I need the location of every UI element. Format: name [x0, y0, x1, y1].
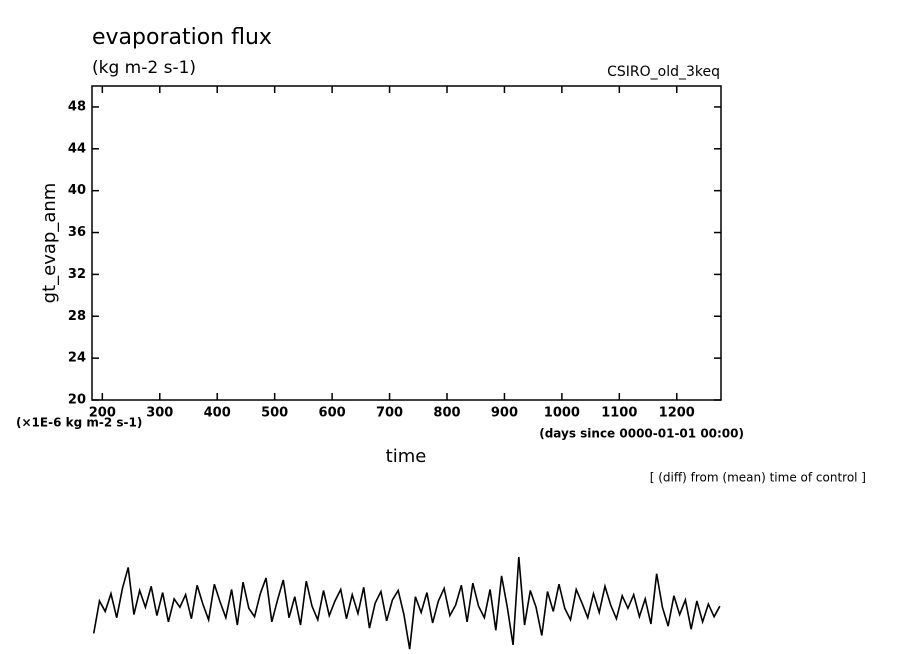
- chart-title: evaporation flux: [92, 25, 272, 50]
- y-tick-label: 44: [68, 141, 86, 156]
- y-unit-note: (×1E-6 kg m-2 s-1): [16, 416, 142, 430]
- x-tick-label: 400: [204, 406, 231, 421]
- data-line: [92, 556, 721, 650]
- experiment-label: CSIRO_old_3keq: [607, 64, 720, 80]
- x-axis-label: time: [386, 446, 427, 467]
- x-tick-label: 1000: [544, 406, 580, 421]
- y-tick-label: 32: [68, 267, 86, 282]
- y-tick-label: 36: [68, 225, 86, 240]
- note: [ (diff) from (mean) time of control ]: [650, 471, 866, 485]
- x-tick-label: 1100: [601, 406, 637, 421]
- y-tick-label: 48: [68, 99, 86, 114]
- y-tick-label: 24: [68, 351, 86, 366]
- y-tick-label: 20: [68, 393, 86, 408]
- x-tick-label: 900: [491, 406, 518, 421]
- y-axis-label: gt_evap_anm: [39, 183, 60, 304]
- x-tick-label: 800: [433, 406, 460, 421]
- plot-frame: [91, 85, 722, 401]
- y-tick-label: 40: [68, 183, 86, 198]
- x-tick-label: 700: [376, 406, 403, 421]
- x-tick-label: 500: [261, 406, 288, 421]
- y-tick-label: 28: [68, 309, 86, 324]
- x-tick-label: 1200: [659, 406, 695, 421]
- x-tick-label: 200: [89, 406, 116, 421]
- x-tick-label: 600: [319, 406, 346, 421]
- chart-subtitle: (kg m-2 s-1): [92, 58, 196, 78]
- x-tick-label: 300: [146, 406, 173, 421]
- x-unit-note: (days since 0000-01-01 00:00): [539, 427, 744, 441]
